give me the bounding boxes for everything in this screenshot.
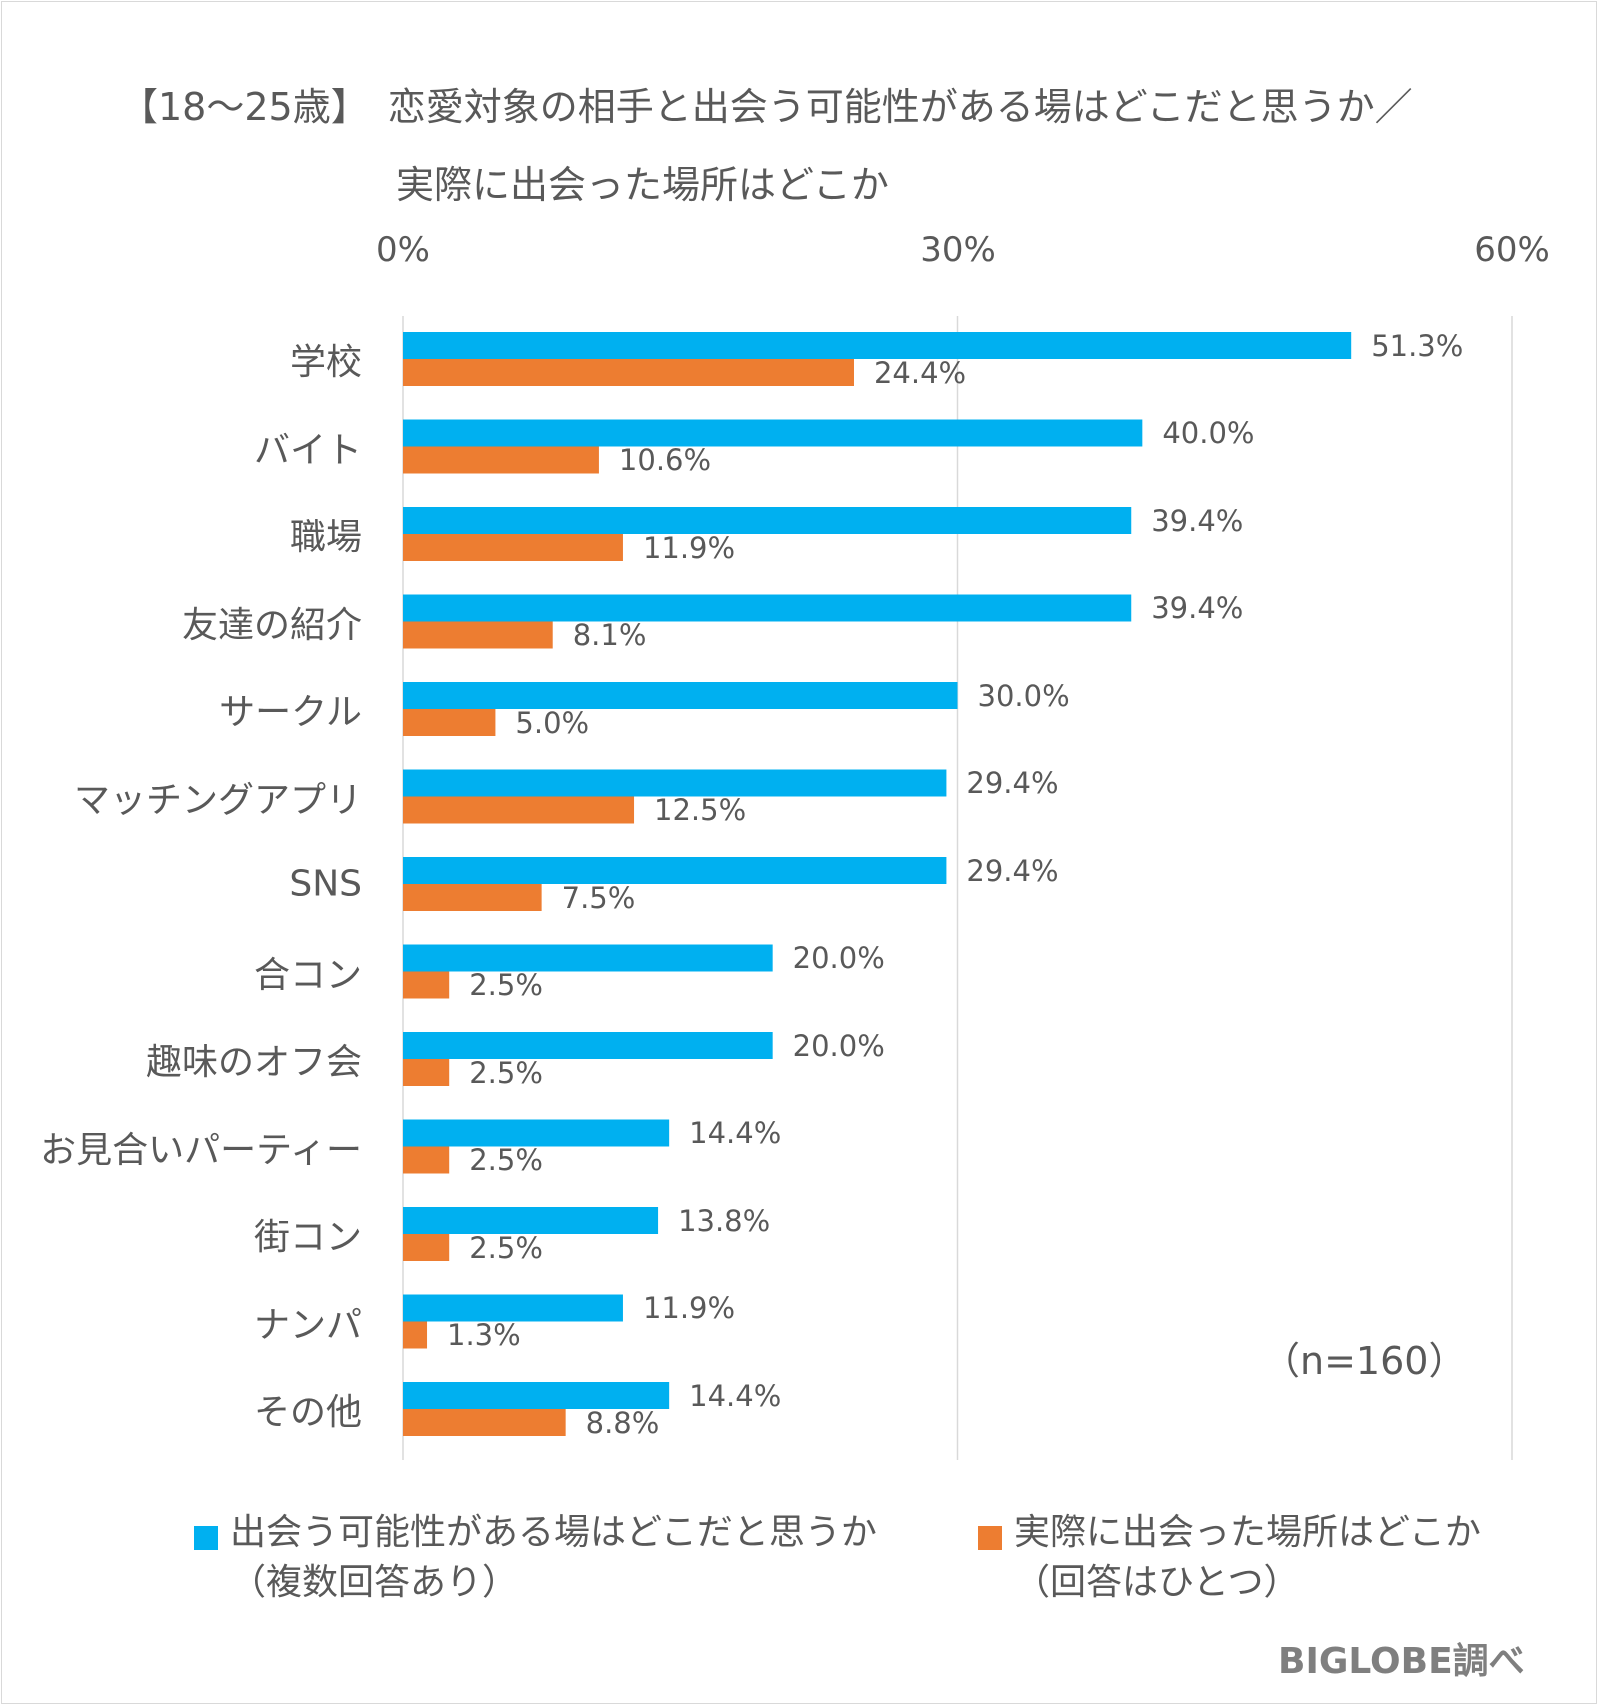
bar-actual (403, 709, 496, 736)
data-label-actual: 8.8% (585, 1405, 660, 1440)
data-label-expected: 29.4% (966, 766, 1059, 800)
bar-expected (403, 332, 1352, 359)
category-label: その他 (253, 1392, 362, 1433)
bar-expected (403, 1119, 670, 1147)
data-label-actual: 8.1% (572, 618, 647, 652)
legend-swatch-blue (194, 1526, 218, 1550)
data-label-expected: 20.0% (792, 941, 885, 975)
x-tick-label: 60% (1474, 230, 1550, 270)
data-label-actual: 2.5% (469, 1143, 543, 1177)
bar-expected (403, 769, 947, 797)
bar-actual (403, 884, 542, 911)
bar-expected (403, 1382, 670, 1409)
data-label-actual: 10.6% (618, 443, 712, 477)
category-label: 趣味のオフ会 (145, 1042, 362, 1083)
chart-title: 【18～25歳】 恋愛対象の相手と出会う可能性がある場はどこだと思うか／ (120, 85, 1413, 129)
data-label-actual: 7.5% (561, 880, 636, 915)
legend-label: 出会う可能性がある場はどこだと思うか (230, 1512, 877, 1553)
data-label-expected: 14.4% (689, 1378, 782, 1413)
bar-expected (403, 507, 1132, 534)
data-label-expected: 29.4% (966, 853, 1059, 888)
bar-expected (403, 944, 773, 972)
data-label-expected: 14.4% (689, 1116, 782, 1150)
data-label-actual: 11.9% (642, 530, 736, 565)
bar-actual (403, 1146, 450, 1174)
data-label-actual: 2.5% (469, 1230, 543, 1265)
data-label-expected: 51.3% (1371, 328, 1464, 363)
bar-expected (403, 857, 947, 884)
category-label: ナンパ (253, 1304, 362, 1346)
data-label-actual: 12.5% (654, 793, 747, 827)
bar-expected (403, 1032, 773, 1059)
bar-actual (403, 1321, 428, 1349)
bar-expected (403, 1207, 659, 1234)
legend-label: 実際に出会った場所はどこか (1014, 1512, 1481, 1553)
source-credit: BIGLOBE調べ (1278, 1641, 1525, 1682)
bar-actual (403, 1409, 566, 1436)
category-label: 職場 (289, 517, 362, 558)
bar-actual (403, 359, 854, 386)
sample-size-note: （n=160） (1262, 1339, 1467, 1383)
bar-expected (403, 682, 958, 709)
data-label-expected: 39.4% (1151, 503, 1244, 538)
bar-actual (403, 534, 623, 561)
legend-note: （複数回答あり） (230, 1562, 519, 1603)
legend-note: （回答はひとつ） (1014, 1562, 1300, 1603)
category-label: 友達の紹介 (181, 604, 362, 646)
data-label-actual: 2.5% (469, 1055, 543, 1090)
category-label: 合コン (253, 954, 362, 996)
category-label: お見合いパーティー (40, 1129, 362, 1171)
data-label-expected: 39.4% (1151, 591, 1244, 625)
data-label-expected: 11.9% (642, 1291, 736, 1325)
category-label: 街コン (253, 1217, 362, 1258)
category-label: バイト (253, 429, 362, 471)
bar-actual (403, 1234, 450, 1261)
chart-subtitle: 実際に出会った場所はどこか (396, 163, 889, 207)
category-label: マッチングアプリ (73, 779, 362, 821)
bar-expected (403, 594, 1132, 622)
bar-actual (403, 621, 553, 649)
data-label-expected: 40.0% (1162, 416, 1255, 450)
data-label-actual: 2.5% (469, 968, 543, 1002)
bar-expected (403, 1294, 623, 1322)
bar-actual (403, 971, 450, 999)
x-tick-label: 30% (920, 230, 996, 270)
bar-actual (403, 446, 599, 474)
data-label-actual: 1.3% (447, 1318, 521, 1352)
bar-expected (403, 419, 1143, 447)
legend-swatch-orange (978, 1526, 1002, 1550)
bar-actual (403, 796, 635, 824)
category-label: SNS (289, 863, 362, 905)
category-label: 学校 (289, 342, 362, 383)
x-tick-label: 0% (376, 230, 430, 270)
category-label: サークル (219, 692, 362, 733)
data-label-expected: 13.8% (678, 1203, 771, 1238)
data-label-expected: 20.0% (792, 1028, 885, 1063)
data-label-expected: 30.0% (977, 678, 1070, 713)
data-label-actual: 24.4% (873, 355, 967, 390)
bar-actual (403, 1059, 450, 1086)
data-label-actual: 5.0% (515, 705, 590, 740)
